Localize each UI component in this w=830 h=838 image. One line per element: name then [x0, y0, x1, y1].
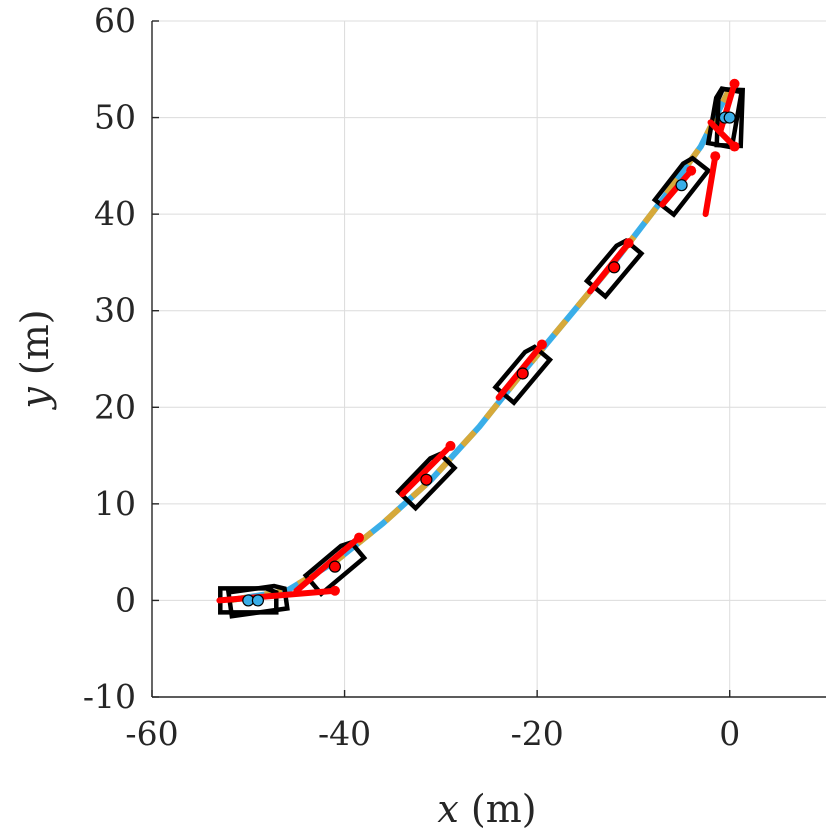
predicted-segment — [216, 587, 338, 604]
y-tick-label: -10 — [83, 677, 136, 716]
predicted-segment — [702, 153, 719, 218]
predicted-end-point — [729, 78, 740, 89]
predicted-end-point — [623, 238, 634, 249]
x-tick-label: -60 — [125, 714, 178, 753]
position-marker — [608, 261, 621, 274]
predicted-end-point — [710, 151, 721, 162]
vehicle-outline — [492, 344, 554, 406]
axes — [151, 20, 826, 698]
position-marker — [723, 111, 736, 124]
y-tick-label: 30 — [94, 291, 136, 330]
predicted-end-point — [686, 165, 697, 176]
y-tick-label: 20 — [94, 387, 136, 426]
x-tick-label: -40 — [318, 714, 371, 753]
reference-path-dashes — [228, 87, 733, 604]
vehicle-outline — [583, 237, 645, 300]
position-marker — [328, 560, 342, 573]
y-tick-label: 40 — [94, 194, 136, 233]
reference-path — [228, 87, 733, 604]
x-tick-label: -20 — [511, 714, 564, 753]
predicted-segment — [717, 80, 738, 136]
position-marker — [251, 594, 265, 607]
predicted-segment — [707, 119, 738, 150]
predicted-end-point — [445, 440, 456, 451]
tick-labels: -60 -40 -20 0 -10 0 10 20 30 40 50 60 — [83, 1, 740, 753]
predicted-end-point — [536, 339, 547, 350]
x-tick-label: 0 — [719, 714, 740, 753]
vehicle-outline — [395, 451, 458, 512]
position-marker — [516, 367, 529, 380]
y-tick-label: 60 — [94, 1, 136, 40]
y-axis-label: y (m) — [13, 309, 57, 410]
position-markers — [242, 111, 736, 607]
vehicle-outlines — [218, 86, 746, 619]
vehicle-outline — [651, 155, 712, 218]
y-tick-label: 50 — [94, 98, 136, 137]
position-marker — [420, 473, 433, 486]
x-axis-label: x (m) — [437, 787, 536, 831]
predicted-segment — [293, 534, 362, 594]
predicted-end-point — [329, 585, 340, 596]
predicted-segment — [399, 442, 454, 498]
predicted-end-point — [729, 141, 740, 152]
predicted-trajectories — [216, 78, 740, 604]
vehicle-outline — [225, 583, 290, 619]
position-marker — [675, 179, 688, 192]
reference-path-line — [228, 87, 733, 604]
y-tick-label: 0 — [115, 580, 136, 619]
y-tick-label: 10 — [94, 484, 136, 523]
predicted-end-point — [354, 532, 365, 543]
